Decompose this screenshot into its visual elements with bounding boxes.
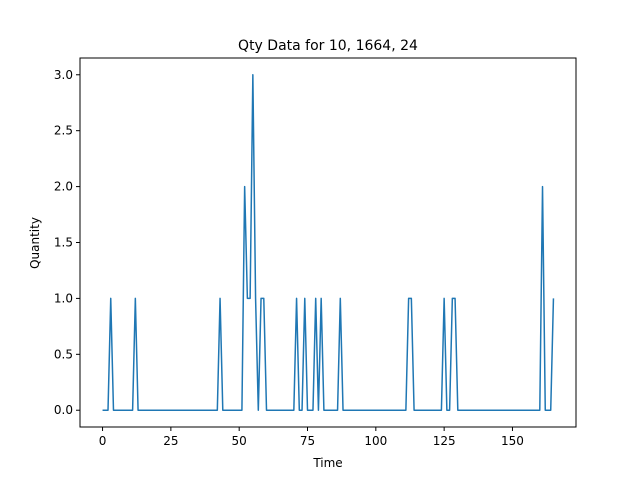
y-tick-label: 2.0 (54, 180, 73, 194)
chart-title: Qty Data for 10, 1664, 24 (238, 38, 418, 54)
x-tick-label: 125 (433, 434, 456, 448)
data-points (103, 75, 554, 410)
x-tick-label: 0 (99, 434, 107, 448)
x-tick-label: 25 (163, 434, 178, 448)
y-tick-label: 1.5 (54, 236, 73, 250)
y-tick-label: 1.0 (54, 291, 73, 305)
x-tick-label: 75 (300, 434, 315, 448)
y-tick-label: 2.5 (54, 124, 73, 138)
x-axis: 0 25 50 75 100 125 150 (99, 427, 524, 448)
y-axis: 0.0 0.5 1.0 1.5 2.0 2.5 3.0 (54, 68, 80, 417)
x-axis-label: Time (312, 456, 342, 470)
y-tick-label: 0.5 (54, 347, 73, 361)
series-line (102, 74, 555, 411)
y-axis-label: Quantity (28, 217, 42, 269)
y-tick-label: 0.0 (54, 403, 73, 417)
y-tick-label: 3.0 (54, 68, 73, 82)
x-tick-label: 50 (232, 434, 247, 448)
x-tick-label: 150 (501, 434, 524, 448)
plot-frame (79, 57, 577, 428)
x-tick-label: 100 (364, 434, 387, 448)
